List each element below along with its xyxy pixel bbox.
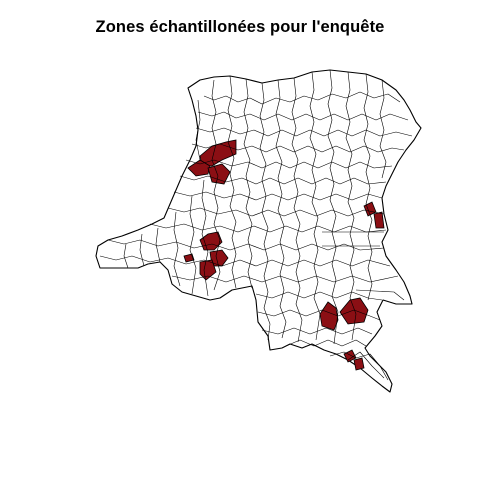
- sampled-zone: [339, 297, 369, 325]
- sampled-zone: [319, 301, 339, 331]
- sampled-zones: [183, 139, 385, 371]
- sampled-zone: [207, 163, 231, 185]
- sampled-zone: [363, 201, 377, 217]
- zone-boundaries: [99, 69, 413, 381]
- sampled-zone: [183, 253, 195, 263]
- map-title: Zones échantillonées pour l'enquête: [95, 18, 385, 36]
- sampled-zone: [373, 211, 385, 229]
- sampled-zone: [199, 259, 217, 281]
- country-outline: [95, 69, 422, 393]
- sampled-zone: [353, 357, 365, 371]
